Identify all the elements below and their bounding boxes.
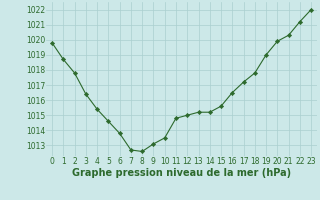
X-axis label: Graphe pression niveau de la mer (hPa): Graphe pression niveau de la mer (hPa) <box>72 168 291 178</box>
